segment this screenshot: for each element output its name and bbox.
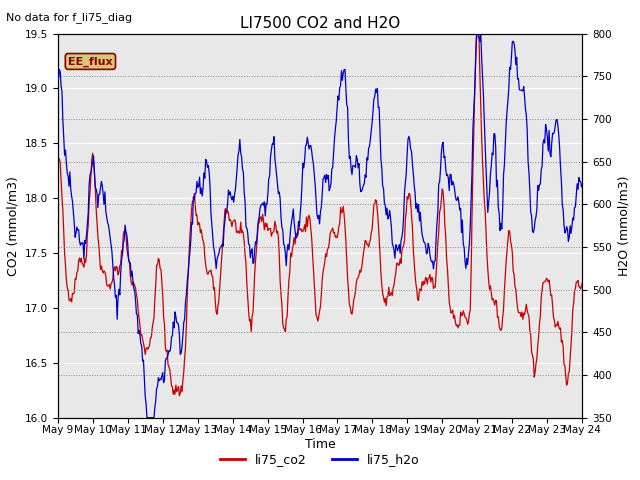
X-axis label: Time: Time: [305, 438, 335, 451]
Text: EE_flux: EE_flux: [68, 56, 113, 67]
Title: LI7500 CO2 and H2O: LI7500 CO2 and H2O: [240, 16, 400, 31]
Text: No data for f_li75_diag: No data for f_li75_diag: [6, 12, 132, 23]
Y-axis label: H2O (mmol/m3): H2O (mmol/m3): [618, 175, 630, 276]
Legend: li75_co2, li75_h2o: li75_co2, li75_h2o: [215, 448, 425, 471]
Y-axis label: CO2 (mmol/m3): CO2 (mmol/m3): [6, 176, 19, 276]
